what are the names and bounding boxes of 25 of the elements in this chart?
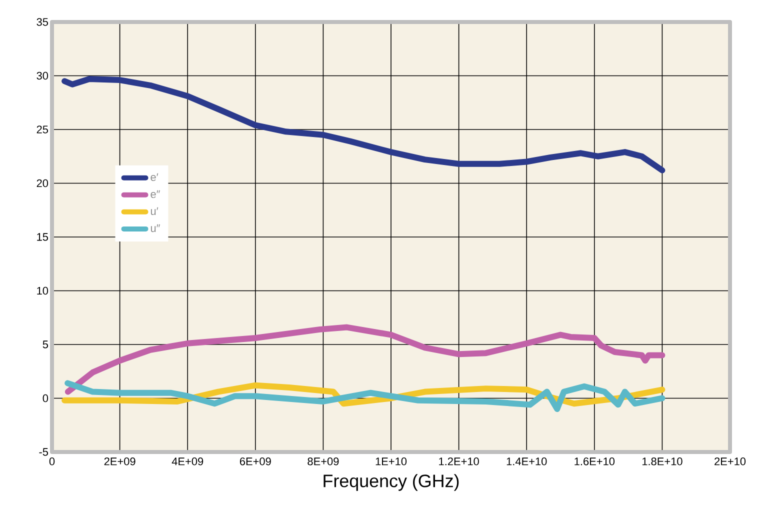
legend-label: e′ — [150, 173, 158, 182]
y-tick-label: 0 — [42, 394, 48, 402]
y-tick-label: -5 — [39, 448, 48, 456]
x-axis-title: Frequency (GHz) — [324, 474, 459, 491]
y-tick-label: 15 — [37, 233, 48, 241]
y-tick-label: 25 — [36, 126, 48, 134]
x-tick-label: 8E+09 — [308, 458, 339, 466]
y-tick-label: 5 — [42, 340, 48, 348]
x-tick-label: 6E+09 — [240, 458, 271, 466]
y-tick-label: 35 — [36, 18, 48, 26]
legend-label: u′ — [150, 207, 158, 216]
x-tick-label: 0 — [49, 458, 55, 466]
x-tick-label: 1.8E+10 — [642, 458, 682, 466]
x-tick-label: 2E+10 — [714, 458, 746, 466]
x-tick-label: 2E+09 — [104, 458, 136, 466]
y-tick-label: 10 — [37, 286, 48, 295]
x-tick-label: 1E+10 — [376, 458, 407, 466]
x-tick-label: 1.4E+10 — [506, 458, 547, 466]
legend-label: u″ — [150, 224, 160, 232]
legend-label: e″ — [150, 190, 160, 198]
y-tick-label: 20 — [36, 179, 48, 188]
y-tick-label: 30 — [36, 72, 48, 80]
x-tick-label: 1.2E+10 — [439, 458, 479, 466]
x-tick-label: 4E+09 — [172, 458, 204, 466]
x-tick-label: 1.6E+10 — [574, 458, 615, 466]
